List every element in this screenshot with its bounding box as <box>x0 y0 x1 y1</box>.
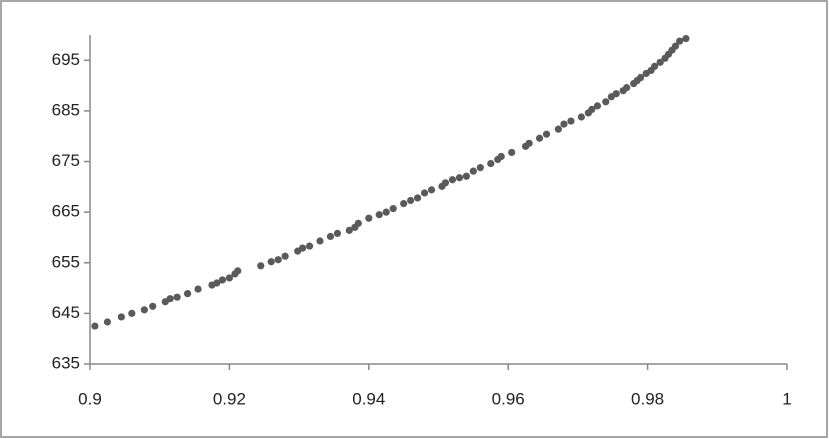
point <box>333 229 342 238</box>
y-tick-label: 685 <box>52 100 80 119</box>
point <box>274 256 282 264</box>
point <box>588 105 596 114</box>
point <box>365 214 373 222</box>
point <box>218 276 227 284</box>
point <box>103 318 112 326</box>
point <box>173 293 181 301</box>
point <box>166 295 174 303</box>
point <box>671 42 680 50</box>
point <box>298 244 307 252</box>
point <box>375 211 383 219</box>
point <box>345 226 353 234</box>
point <box>140 306 148 314</box>
point <box>487 159 495 168</box>
point <box>225 274 233 282</box>
y-tick-label: 675 <box>52 151 80 170</box>
point <box>183 290 192 298</box>
y-tick-label: 635 <box>52 353 80 372</box>
point <box>455 174 464 182</box>
point <box>149 302 157 310</box>
point <box>441 179 450 187</box>
point <box>407 196 415 205</box>
point <box>448 176 457 184</box>
point <box>676 37 684 45</box>
point <box>577 113 585 121</box>
point <box>542 130 551 138</box>
point <box>326 232 335 241</box>
point <box>91 322 99 330</box>
x-tick-label: 0.94 <box>352 389 385 408</box>
point <box>656 58 664 66</box>
point <box>305 242 314 250</box>
x-tick-label: 0.96 <box>492 389 525 408</box>
point <box>267 258 275 266</box>
point <box>682 34 690 43</box>
point <box>637 73 645 82</box>
y-tick-label: 665 <box>52 202 80 221</box>
y-tick-label: 695 <box>52 50 80 69</box>
point <box>389 205 397 213</box>
point <box>382 208 390 216</box>
point <box>567 117 575 125</box>
point <box>476 164 484 172</box>
point <box>612 90 620 98</box>
point <box>281 252 289 260</box>
point <box>427 186 436 194</box>
point <box>257 262 265 270</box>
point <box>354 219 362 227</box>
point <box>508 148 516 157</box>
x-tick-label: 0.92 <box>213 389 246 408</box>
point <box>234 267 242 275</box>
point <box>316 237 324 245</box>
point <box>650 62 659 70</box>
point <box>535 134 544 142</box>
point <box>462 172 470 180</box>
point <box>413 194 422 202</box>
y-tick-label: 655 <box>52 252 80 271</box>
point <box>560 120 568 128</box>
point <box>497 152 505 161</box>
point <box>554 125 562 133</box>
point <box>469 167 477 175</box>
x-tick-label: 1 <box>782 389 791 408</box>
point <box>213 279 221 287</box>
x-tick-label: 0.9 <box>78 389 102 408</box>
point <box>602 98 610 106</box>
point <box>400 199 408 208</box>
point <box>194 285 202 293</box>
x-tick-label: 0.98 <box>631 389 664 408</box>
point <box>623 84 631 92</box>
point <box>128 309 136 317</box>
point <box>593 102 602 110</box>
point <box>525 139 533 147</box>
y-tick-label: 645 <box>52 303 80 322</box>
point <box>117 313 125 321</box>
point <box>420 189 429 197</box>
